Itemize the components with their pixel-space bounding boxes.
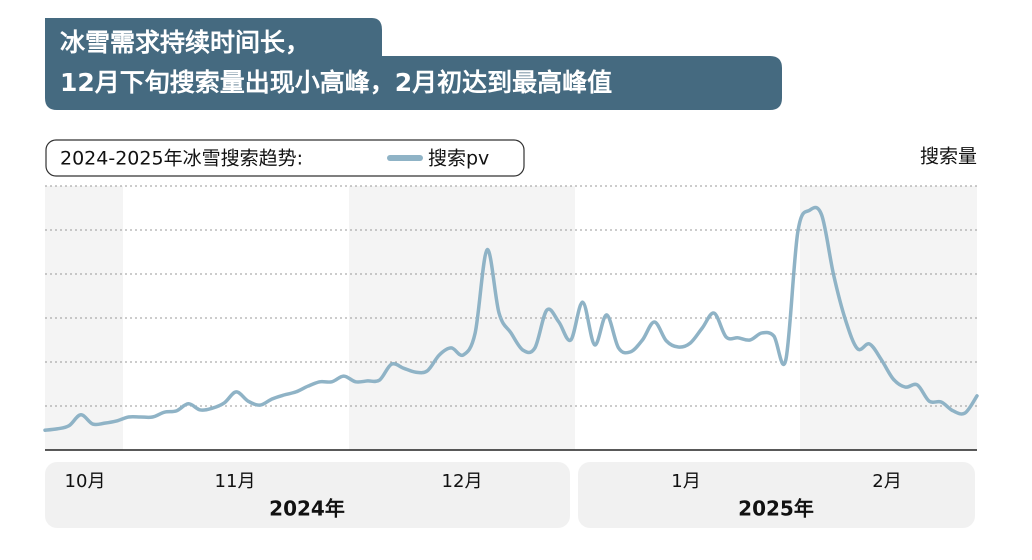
year-label: 2025年 xyxy=(738,497,814,521)
legend-title: 2024-2025年冰雪搜索趋势: xyxy=(60,148,303,170)
title-line: 12月下旬搜索量出现小高峰，2月初达到最高峰值 xyxy=(60,68,612,97)
y-axis-label: 搜索量 xyxy=(920,146,977,168)
x-labels: 10月 11月 12月 1月 2月 2024年 2025年 xyxy=(65,471,902,521)
grid xyxy=(45,185,977,407)
legend-box xyxy=(45,139,525,177)
month-label: 2月 xyxy=(872,471,901,492)
legend-label: 搜索pv xyxy=(428,148,489,170)
axis-box xyxy=(578,462,975,528)
month-label: 1月 xyxy=(671,471,700,492)
line xyxy=(43,205,979,432)
plot xyxy=(43,205,979,432)
title-box xyxy=(45,18,782,110)
year-label: 2024年 xyxy=(269,497,345,521)
axis-box xyxy=(45,462,570,528)
title-line: 冰雪需求持续时间长， xyxy=(60,28,310,57)
month-label: 12月 xyxy=(442,471,483,492)
month-label: 10月 xyxy=(65,471,106,492)
month-label: 11月 xyxy=(215,471,256,492)
